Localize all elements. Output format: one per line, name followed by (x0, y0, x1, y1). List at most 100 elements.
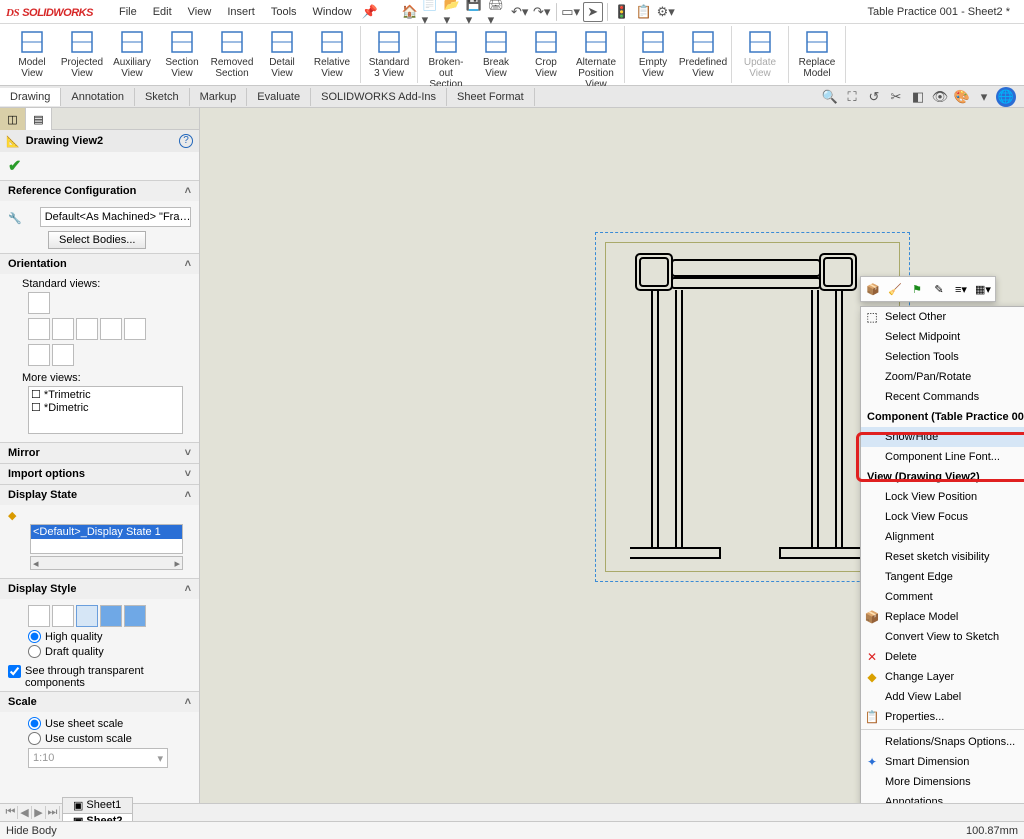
mirror-header[interactable]: Mirror (8, 447, 40, 459)
nav-first[interactable]: ⏮ (4, 806, 18, 819)
menu-file[interactable]: File (119, 6, 137, 18)
new-icon[interactable]: 📄▾ (422, 2, 442, 22)
tab-solidworks-add-ins[interactable]: SOLIDWORKS Add-Ins (311, 88, 447, 106)
use-custom-scale-radio[interactable]: Use custom scale (8, 731, 191, 746)
tab-sheet-format[interactable]: Sheet Format (447, 88, 535, 106)
ctx-reset-sketch[interactable]: Reset sketch visibility (861, 547, 1024, 567)
nav-last[interactable]: ⏭ (46, 806, 60, 819)
ribbon-relative-view[interactable]: RelativeView (308, 26, 356, 79)
style-shaded[interactable] (124, 605, 146, 627)
ctx-more-dim[interactable]: More Dimensions (861, 772, 1024, 792)
save-icon[interactable]: 💾▾ (466, 2, 486, 22)
ribbon-update-view[interactable]: UpdateView (736, 26, 784, 79)
nav-next[interactable]: ▶ (32, 806, 46, 819)
traffic-icon[interactable]: 🚦 (612, 2, 632, 22)
appearance-icon[interactable]: 🎨 (952, 87, 972, 107)
orientation-header[interactable]: Orientation (8, 258, 67, 270)
draft-quality-radio[interactable]: Draft quality (8, 644, 191, 659)
ctxtb-zoom-icon[interactable]: 🧹 (885, 279, 905, 299)
style-shaded-edges[interactable] (100, 605, 122, 627)
view-iso[interactable] (28, 344, 50, 366)
view-dim[interactable] (52, 344, 74, 366)
ctxtb-flag-icon[interactable]: ⚑ (907, 279, 927, 299)
settings-icon[interactable]: ⚙▾ (656, 2, 676, 22)
ribbon-replace-model[interactable]: ReplaceModel (793, 26, 841, 79)
use-sheet-scale-radio[interactable]: Use sheet scale (8, 716, 191, 731)
ctx-lock-pos[interactable]: Lock View Position (861, 487, 1024, 507)
scale-combo[interactable]: 1:10▾ (28, 748, 168, 768)
ribbon-removed-section[interactable]: RemovedSection (208, 26, 256, 79)
ctxtb-pencil-icon[interactable]: ✎ (929, 279, 949, 299)
globe-icon[interactable]: 🌐 (996, 87, 1016, 107)
tab-evaluate[interactable]: Evaluate (247, 88, 311, 106)
ctx-selection-tools[interactable]: Selection Tools (861, 347, 1024, 367)
tab-annotation[interactable]: Annotation (61, 88, 135, 106)
ctx-smart-dim[interactable]: ✦Smart Dimension (861, 752, 1024, 772)
tab-sketch[interactable]: Sketch (135, 88, 190, 106)
ctx-add-label[interactable]: Add View Label (861, 687, 1024, 707)
scene-icon[interactable]: ▾ (974, 87, 994, 107)
redo-icon[interactable]: ↷▾ (532, 2, 552, 22)
ctx-comment[interactable]: Comment (861, 587, 1024, 607)
ctx-zoom-pan[interactable]: Zoom/Pan/Rotate (861, 367, 1024, 387)
display-state-list[interactable]: <Default>_Display State 1 (30, 524, 183, 554)
ctx-convert-sketch[interactable]: Convert View to Sketch (861, 627, 1024, 647)
print-icon[interactable]: 🖨▾ (488, 2, 508, 22)
ctx-properties[interactable]: 📋Properties... (861, 707, 1024, 727)
ctx-change-layer[interactable]: ◆Change Layer (861, 667, 1024, 687)
more-views-list[interactable]: ☐ *Trimetric ☐ *Dimetric (28, 386, 183, 434)
sheet-tab-sheet1[interactable]: ▣Sheet1 (62, 797, 133, 813)
graphics-viewport[interactable]: 📦 🧹 ⚑ ✎ ≡▾ ▦▾ ⬚Select Other Select Midpo… (200, 108, 1024, 803)
ribbon-detail-view[interactable]: DetailView (258, 26, 306, 79)
see-through-checkbox[interactable]: See through transparent components (0, 663, 199, 691)
ctx-delete[interactable]: ✕Delete (861, 647, 1024, 667)
view-back[interactable] (100, 318, 122, 340)
pin-icon[interactable]: 📌 (360, 2, 380, 22)
scale-header[interactable]: Scale (8, 696, 37, 708)
ribbon-section-view[interactable]: SectionView (158, 26, 206, 79)
ctx-alignment[interactable]: Alignment (861, 527, 1024, 547)
ctx-replace-model[interactable]: 📦Replace Model (861, 607, 1024, 627)
import-header[interactable]: Import options (8, 468, 85, 480)
display-style-icon[interactable]: ◧ (908, 87, 928, 107)
tab-markup[interactable]: Markup (190, 88, 248, 106)
style-wireframe[interactable] (28, 605, 50, 627)
ctx-recent[interactable]: Recent Commands (861, 387, 1024, 407)
nav-prev[interactable]: ◀ (18, 806, 32, 819)
ribbon-break-view[interactable]: BreakView (472, 26, 520, 79)
select-icon[interactable]: ▭▾ (561, 2, 581, 22)
prev-view-icon[interactable]: ↺ (864, 87, 884, 107)
ctx-show-hide[interactable]: Show/Hide (861, 427, 1024, 447)
property-tab[interactable]: ▤ (26, 108, 52, 130)
dispstate-header[interactable]: Display State (8, 489, 77, 501)
view-front[interactable] (28, 292, 50, 314)
config-combo[interactable]: Default<As Machined> "Fra…▾ (40, 207, 191, 227)
view-right[interactable] (52, 318, 74, 340)
hide-show-icon[interactable]: 👁 (930, 87, 950, 107)
open-icon[interactable]: 📂▾ (444, 2, 464, 22)
menu-edit[interactable]: Edit (153, 6, 172, 18)
ribbon-standard-3-view[interactable]: Standard3 View (365, 26, 413, 79)
ctxtb-table-icon[interactable]: ▦▾ (973, 279, 993, 299)
ribbon-predefined-view[interactable]: PredefinedView (679, 26, 727, 79)
ribbon-alternate-position-view[interactable]: AlternatePositionView (572, 26, 620, 90)
ribbon-model-view[interactable]: ModelView (8, 26, 56, 79)
ribbon-auxiliary-view[interactable]: AuxiliaryView (108, 26, 156, 79)
zoom-fit-icon[interactable]: 🔍 (820, 87, 840, 107)
options-icon[interactable]: 📋 (634, 2, 654, 22)
ok-icon[interactable]: ✔ (8, 158, 21, 175)
high-quality-radio[interactable]: High quality (8, 629, 191, 644)
ribbon-crop-view[interactable]: CropView (522, 26, 570, 79)
ctx-annotations[interactable]: Annotations (861, 792, 1024, 803)
dispstyle-header[interactable]: Display Style (8, 583, 76, 595)
undo-icon[interactable]: ↶▾ (510, 2, 530, 22)
tab-drawing[interactable]: Drawing (0, 88, 61, 106)
select-bodies-button[interactable]: Select Bodies... (48, 231, 146, 249)
ctx-comp-line-font[interactable]: Component Line Font... (861, 447, 1024, 467)
style-hidden-visible[interactable] (52, 605, 74, 627)
ribbon-projected-view[interactable]: ProjectedView (58, 26, 106, 79)
zoom-area-icon[interactable]: ⛶ (842, 87, 862, 107)
menu-tools[interactable]: Tools (271, 6, 297, 18)
ctx-select-other[interactable]: ⬚Select Other (861, 307, 1024, 327)
ctx-select-midpoint[interactable]: Select Midpoint (861, 327, 1024, 347)
